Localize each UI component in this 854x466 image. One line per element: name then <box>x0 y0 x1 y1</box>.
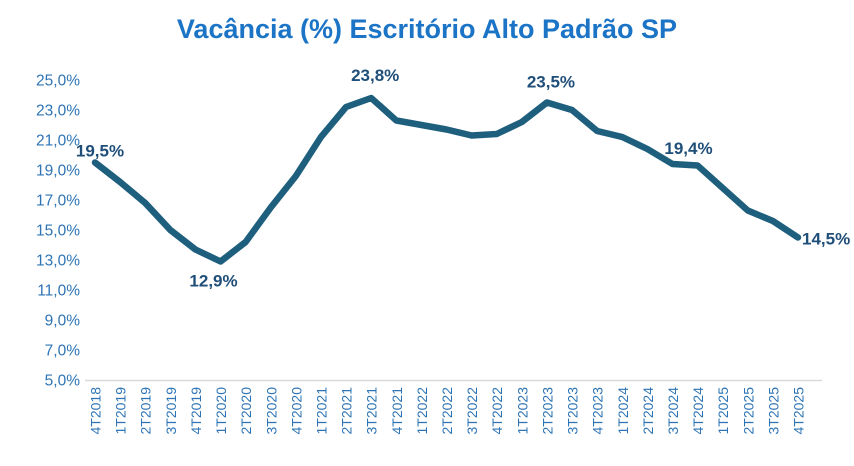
y-axis-tick-label: 25,0% <box>36 73 80 90</box>
x-axis-tick-label: 1T2025 <box>715 387 731 435</box>
data-label: 19,4% <box>664 139 712 158</box>
x-axis-tick-label: 3T2025 <box>765 387 781 435</box>
x-axis-tick-label: 4T2024 <box>690 387 706 435</box>
data-label: 23,8% <box>351 66 399 85</box>
y-axis-tick-label: 11,0% <box>37 283 80 300</box>
x-axis-tick-label: 2T2022 <box>439 387 455 435</box>
x-axis-tick-label: 1T2019 <box>113 387 129 435</box>
x-axis-tick-label: 2T2021 <box>339 387 355 435</box>
x-axis-tick-label: 1T2020 <box>213 387 229 435</box>
y-axis-tick-label: 23,0% <box>36 103 80 120</box>
data-label: 12,9% <box>189 272 237 291</box>
x-axis-tick-label: 1T2022 <box>414 387 430 435</box>
y-axis-tick-label: 17,0% <box>36 193 80 210</box>
x-axis-tick-label: 1T2024 <box>615 387 631 435</box>
x-axis-tick-label: 2T2025 <box>740 387 756 435</box>
x-axis-tick-label: 2T2024 <box>640 387 656 435</box>
y-axis-tick-label: 5,0% <box>45 373 81 390</box>
y-axis-tick-label: 19,0% <box>36 163 80 180</box>
x-axis-tick-label: 4T2022 <box>489 387 505 435</box>
y-axis-tick-label: 9,0% <box>45 313 81 330</box>
x-axis-tick-label: 2T2019 <box>138 387 154 435</box>
vacancy-line-series <box>91 94 802 265</box>
x-axis-tick-label: 3T2021 <box>364 387 380 435</box>
x-axis-tick-label: 3T2022 <box>464 387 480 435</box>
x-axis-tick-label: 2T2023 <box>539 387 555 435</box>
x-axis-tick-label: 2T2020 <box>238 387 254 435</box>
x-axis-tick-label: 4T2023 <box>590 387 606 435</box>
x-axis-tick-label: 1T2021 <box>313 387 329 435</box>
data-label: 19,5% <box>76 142 124 161</box>
x-axis-tick-label: 4T2018 <box>88 387 104 435</box>
x-axis-tick-label: 4T2019 <box>188 387 204 435</box>
x-axis-tick-label: 3T2024 <box>665 387 681 435</box>
y-axis-tick-label: 15,0% <box>36 223 80 240</box>
x-axis-tick-label: 3T2023 <box>565 387 581 435</box>
y-axis-tick-label: 21,0% <box>36 133 80 150</box>
x-axis-tick-label: 4T2020 <box>288 387 304 435</box>
x-axis-tick-label: 3T2019 <box>163 387 179 435</box>
x-axis-tick-label: 3T2020 <box>263 387 279 435</box>
x-axis-tick-label: 4T2021 <box>389 387 405 435</box>
y-axis-tick-label: 13,0% <box>36 253 80 270</box>
y-axis-tick-label: 7,0% <box>45 343 81 360</box>
data-label: 14,5% <box>802 230 850 249</box>
data-label: 23,5% <box>527 73 575 92</box>
x-axis-tick-label: 1T2023 <box>514 387 530 435</box>
x-axis-tick-label: 4T2025 <box>791 387 807 435</box>
